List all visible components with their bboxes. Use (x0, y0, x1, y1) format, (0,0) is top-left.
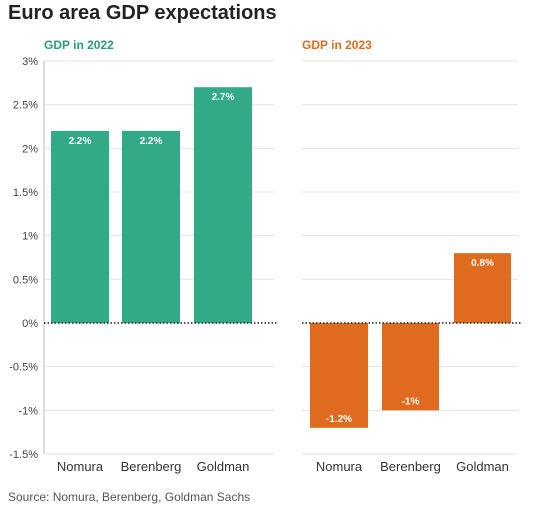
y-tick-label: -1% (18, 405, 38, 417)
category-label: Goldman (456, 459, 509, 474)
data-label: -1.2% (326, 414, 352, 425)
y-tick-label: 0% (22, 318, 38, 330)
y-tick-label: -1.5% (9, 449, 38, 461)
bar-berenberg (382, 323, 439, 411)
y-tick-label: 0.5% (13, 274, 38, 286)
y-tick-label: 1% (22, 231, 38, 243)
source-note: Source: Nomura, Berenberg, Goldman Sachs (8, 490, 251, 504)
bar-berenberg (122, 130, 180, 323)
data-label: 2.2% (140, 136, 163, 147)
category-label: Nomura (57, 459, 104, 474)
bar-nomura (310, 323, 368, 428)
bar-goldman (194, 87, 252, 323)
category-label: Berenberg (380, 459, 441, 474)
data-label: 2.7% (212, 92, 235, 103)
bar-nomura (51, 130, 109, 323)
y-tick-label: 2% (22, 143, 38, 155)
category-label: Goldman (197, 459, 250, 474)
data-label: 2.2% (69, 136, 92, 147)
data-label: 0.8% (471, 258, 494, 269)
chart-title: Euro area GDP expectations (8, 2, 277, 24)
category-label: Berenberg (121, 459, 182, 474)
bar-goldman (454, 253, 511, 323)
y-tick-label: -0.5% (9, 362, 38, 374)
data-label: -1% (402, 396, 420, 407)
y-tick-label: 3% (22, 56, 38, 68)
y-tick-label: 1.5% (13, 187, 38, 199)
panel-title-1: GDP in 2022 (44, 38, 114, 52)
panel-title-2: GDP in 2023 (302, 38, 372, 52)
y-tick-label: 2.5% (13, 100, 38, 112)
category-label: Nomura (316, 459, 363, 474)
